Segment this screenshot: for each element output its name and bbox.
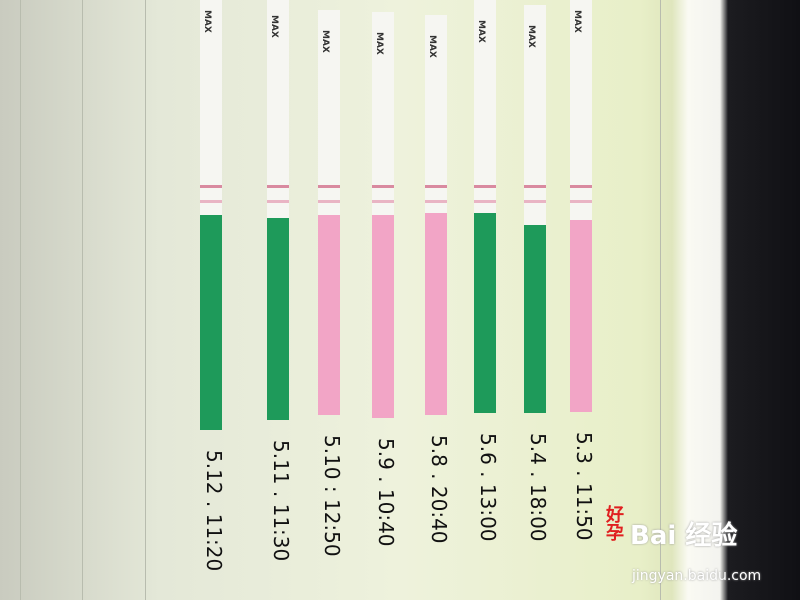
control-line <box>474 185 496 188</box>
test-strip: MAX <box>474 0 496 413</box>
test-strip: MAX <box>372 12 394 418</box>
test-line <box>200 200 222 203</box>
strip-handle <box>570 220 592 412</box>
strip-max-text: MAX <box>427 35 437 58</box>
control-line <box>200 185 222 188</box>
strip-date-label: 5.11 . 11:30 <box>269 440 293 562</box>
strip-handle <box>425 213 447 415</box>
notebook-rule <box>660 0 661 600</box>
strip-handle <box>474 213 496 413</box>
strip-date-label: 5.9 . 10:40 <box>374 438 398 547</box>
strip-handle <box>524 225 546 413</box>
strip-max-text: MAX <box>374 32 384 55</box>
strip-handle <box>267 218 289 420</box>
strip-handle <box>372 215 394 418</box>
strip-handle <box>200 215 222 430</box>
test-line <box>425 200 447 203</box>
strip-max-text: MAX <box>476 20 486 43</box>
strip-date-label: 5.12 . 11:20 <box>202 450 226 572</box>
strip-window <box>474 0 496 213</box>
control-line <box>267 185 289 188</box>
test-strip: MAX <box>425 15 447 415</box>
strip-date-label: 5.3 . 11:50 <box>572 432 596 541</box>
strip-date-label: 5.4 . 18:00 <box>526 433 550 542</box>
test-line <box>267 200 289 203</box>
test-strip: MAX <box>570 0 592 412</box>
control-line <box>372 185 394 188</box>
strip-max-text: MAX <box>269 15 279 38</box>
notebook-rule <box>82 0 83 600</box>
test-strip: MAX <box>318 10 340 415</box>
strip-window <box>200 0 222 215</box>
strip-max-text: MAX <box>526 25 536 48</box>
control-line <box>524 185 546 188</box>
strip-handle <box>318 215 340 415</box>
test-line <box>524 200 546 203</box>
test-strip: MAX <box>200 0 222 430</box>
red-annotation: 好孕 <box>603 505 624 541</box>
strip-window <box>318 10 340 215</box>
test-strip: MAX <box>524 5 546 413</box>
strip-date-label: 5.6 . 13:00 <box>476 433 500 542</box>
strip-window <box>425 15 447 213</box>
test-strip: MAX <box>267 0 289 420</box>
strip-max-text: MAX <box>572 10 582 33</box>
strip-date-label: 5.10 : 12:50 <box>320 435 344 557</box>
control-line <box>318 185 340 188</box>
strip-max-text: MAX <box>202 10 212 33</box>
test-line <box>318 200 340 203</box>
watermark-logo: Bai 经验 <box>630 521 738 551</box>
notebook-rule <box>145 0 146 600</box>
test-line <box>474 200 496 203</box>
test-line <box>570 200 592 203</box>
control-line <box>570 185 592 188</box>
strip-max-text: MAX <box>320 30 330 53</box>
strip-date-label: 5.8 . 20:40 <box>427 435 451 544</box>
strip-window <box>570 0 592 220</box>
control-line <box>425 185 447 188</box>
watermark-url: jingyan.baidu.com <box>632 568 762 584</box>
test-line <box>372 200 394 203</box>
strip-window <box>267 0 289 218</box>
strip-window <box>372 12 394 215</box>
strip-window <box>524 5 546 225</box>
notebook-rule <box>20 0 21 600</box>
